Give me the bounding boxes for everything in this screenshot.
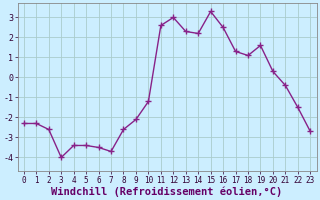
X-axis label: Windchill (Refroidissement éolien,°C): Windchill (Refroidissement éolien,°C)	[52, 186, 283, 197]
